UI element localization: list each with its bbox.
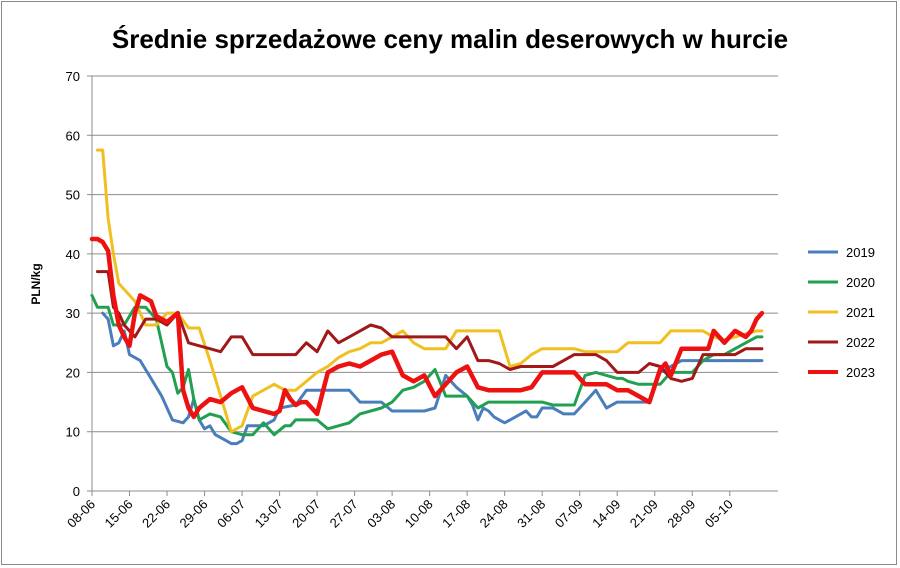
series-line-2022 <box>95 270 764 383</box>
series-lines <box>89 148 765 446</box>
x-tick-label: 08-06 <box>64 497 98 531</box>
legend-label-2021: 2021 <box>846 305 875 320</box>
y-tick-label: 30 <box>66 306 80 321</box>
y-tick-label: 0 <box>73 484 80 499</box>
y-tick-label: 10 <box>66 425 80 440</box>
x-tick-label: 31-08 <box>514 497 548 531</box>
legend-label-2022: 2022 <box>846 335 875 350</box>
x-tick-label: 27-07 <box>327 497 361 531</box>
y-axis-label: PLN/kg <box>29 263 43 304</box>
y-tick-label: 60 <box>66 128 80 143</box>
y-tick-labels: 0 10 20 30 40 50 60 70 <box>66 69 80 499</box>
legend-label-2020: 2020 <box>846 275 875 290</box>
series-line-2019 <box>101 311 764 446</box>
x-tick-label: 06-07 <box>214 497 248 531</box>
x-tick-label: 05-10 <box>702 497 736 531</box>
series-line-2021 <box>95 148 764 434</box>
series-line-2023 <box>89 236 765 420</box>
y-tick-label: 50 <box>66 188 80 203</box>
y-tick-label: 70 <box>66 69 80 84</box>
series-line-2020 <box>90 293 764 437</box>
y-tick-label: 40 <box>66 247 80 262</box>
x-tick-label: 20-07 <box>289 497 323 531</box>
x-tick-label: 07-09 <box>552 497 586 531</box>
x-tick-label: 10-08 <box>402 497 436 531</box>
grid-lines <box>92 75 778 433</box>
legend-label-2019: 2019 <box>846 245 875 260</box>
x-tick-label: 24-08 <box>477 497 511 531</box>
x-tick-label: 21-09 <box>627 497 661 531</box>
legend: 2019 2020 2021 2022 2023 <box>808 245 875 380</box>
legend-label-2023: 2023 <box>846 365 875 380</box>
x-tick-labels: 08-06 15-06 22-06 29-06 06-07 13-07 20-07 27-07… <box>64 497 736 531</box>
x-tick-label: 17-08 <box>439 497 473 531</box>
x-tick-label: 15-06 <box>102 497 136 531</box>
y-tick-label: 20 <box>66 365 80 380</box>
chart-title: Średnie sprzedażowe ceny malin deserowyc… <box>112 24 788 54</box>
axes <box>87 75 778 496</box>
x-tick-label: 22-06 <box>139 497 173 531</box>
x-tick-label: 13-07 <box>252 497 286 531</box>
x-tick-label: 14-09 <box>589 497 623 531</box>
x-tick-label: 28-09 <box>664 497 698 531</box>
x-tick-label: 29-06 <box>177 497 211 531</box>
x-tick-label: 03-08 <box>364 497 398 531</box>
